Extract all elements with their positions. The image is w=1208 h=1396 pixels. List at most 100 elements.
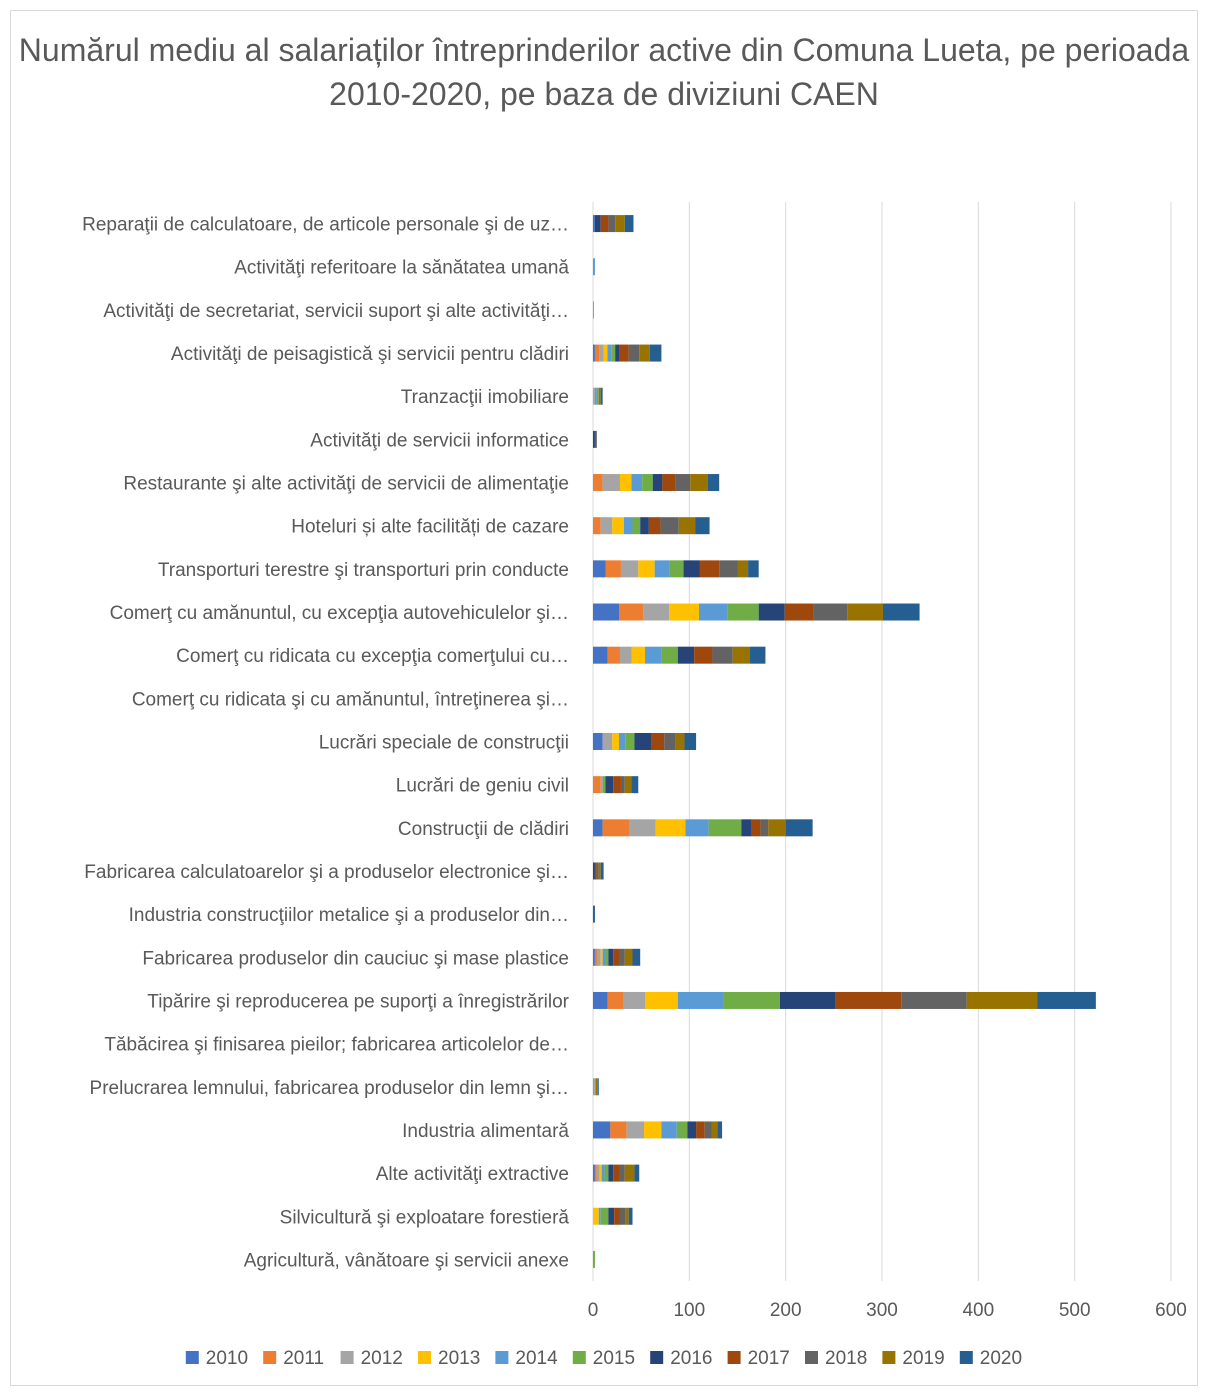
bar-segment-2010: [593, 819, 603, 837]
bar-segment-2013: [631, 646, 646, 664]
legend-item-2019: 2019: [882, 1348, 945, 1369]
bar-segment-2018: [760, 819, 769, 837]
bar-segment-2014: [619, 733, 626, 750]
legend-swatch: [263, 1351, 277, 1364]
bar-segment-2017: [648, 517, 661, 535]
category-label: Tranzacţii imobiliare: [401, 387, 569, 408]
bar-segment-2017: [696, 1121, 705, 1139]
category-label: Lucrări speciale de construcţii: [319, 733, 569, 754]
bar-segment-2020: [628, 1207, 633, 1225]
bar-segment-2014: [593, 258, 595, 276]
bar-segment-2017: [619, 344, 629, 362]
bar-segment-2011: [594, 344, 600, 362]
x-tick-label: 600: [1155, 1300, 1187, 1321]
bar-segment-2015: [708, 819, 742, 837]
bar-segment-2011: [594, 1164, 597, 1182]
bar-segment-2017: [662, 474, 676, 492]
legend-label: 2017: [748, 1348, 790, 1369]
bar-segment-2016: [687, 1121, 697, 1139]
bar-segment-2011: [619, 603, 644, 621]
bar-segment-2010: [593, 948, 595, 966]
bar-segment-2018: [594, 430, 597, 448]
bar-segment-2016: [677, 646, 695, 664]
bar-segment-2017: [600, 215, 609, 233]
category-label: Silvicultură şi exploatare forestieră: [280, 1207, 570, 1228]
bar-segment-2019: [625, 1207, 629, 1225]
bar-segment-2015: [611, 344, 616, 362]
bar-segment-2014: [602, 948, 606, 966]
x-tick-label: 400: [962, 1300, 994, 1321]
legend-item-2016: 2016: [650, 1348, 712, 1369]
bar-segment-2018: [664, 733, 676, 750]
bar-segment-2012: [600, 776, 603, 794]
bar-segment-2017: [613, 776, 621, 794]
bar-segment-2015: [625, 733, 635, 750]
bar-segment-2014: [661, 1121, 677, 1139]
bar-segment-2012: [619, 646, 632, 664]
bar-segment-2019: [737, 560, 749, 578]
bar-segment-2017: [613, 1164, 620, 1182]
bar-segment-2015: [600, 1207, 609, 1225]
category-label: Tăbăcirea şi finisarea pieilor; fabricar…: [104, 1035, 569, 1056]
bar-segment-2014: [645, 646, 662, 664]
bar-segment-2015: [676, 1121, 688, 1139]
category-label: Tipărire şi reproducerea pe suporţi a în…: [147, 991, 569, 1012]
bar-segment-2019: [678, 517, 696, 535]
bar-segment-2019: [615, 215, 625, 233]
bar-segment-2014: [607, 344, 612, 362]
bar-segment-2017: [651, 733, 665, 750]
bar-segment-2016: [779, 991, 836, 1009]
bar-segment-2016: [640, 517, 649, 535]
bar-segment-2016: [594, 215, 601, 233]
bar-segment-2013: [599, 1164, 602, 1182]
chart-frame: [10, 10, 1198, 1386]
bar-segment-2019: [966, 991, 1038, 1009]
bar-segment-2012: [593, 1078, 595, 1096]
legend-swatch: [727, 1351, 741, 1364]
bar-segment-2012: [629, 819, 656, 837]
bar-segment-2018: [719, 560, 738, 578]
legend-label: 2015: [593, 1348, 635, 1369]
bar-segment-2011: [593, 1078, 594, 1096]
bar-segment-2012: [602, 474, 620, 492]
bar-segment-2011: [594, 948, 598, 966]
category-label: Industria alimentară: [402, 1121, 569, 1142]
bar-segment-2012: [620, 560, 639, 578]
bar-segment-2015: [661, 646, 678, 664]
bar-segment-2020: [785, 819, 813, 837]
bar-segment-2010: [593, 344, 595, 362]
bar-segment-2019: [732, 646, 751, 664]
bar-segment-2016: [758, 603, 785, 621]
legend-item-2015: 2015: [572, 1348, 635, 1369]
legend-label: 2013: [438, 1348, 480, 1369]
legend-swatch: [340, 1351, 354, 1364]
bar-segment-2018: [619, 948, 625, 966]
category-label: Agricultură, vânătoare şi servicii anexe: [244, 1250, 569, 1271]
bar-segment-2020: [624, 215, 634, 233]
bar-segment-2011: [610, 1121, 627, 1139]
legend-label: 2018: [825, 1348, 867, 1369]
bar-segment-2019: [624, 776, 632, 794]
bar-segment-2020: [649, 344, 662, 362]
bar-segment-2020: [600, 387, 603, 405]
bar-segment-2019: [675, 733, 685, 750]
bar-segment-2020: [707, 474, 720, 492]
bar-segment-2014: [594, 387, 597, 405]
x-tick-label: 300: [866, 1300, 898, 1321]
bar-segment-2016: [683, 560, 700, 578]
bar-segment-2018: [813, 603, 848, 621]
bar-segment-2017: [694, 646, 713, 664]
bar-segment-2018: [901, 991, 967, 1009]
bar-segment-2019: [598, 387, 601, 405]
bar-segment-2010: [593, 1164, 595, 1182]
legend-label: 2011: [283, 1348, 324, 1369]
legend-swatch: [495, 1351, 509, 1364]
bar-segment-2015: [594, 1078, 596, 1096]
bar-segment-2020: [597, 1078, 599, 1096]
bar-segment-2017: [699, 560, 720, 578]
x-tick-labels: 0 100 200 300 400 500 600: [588, 1300, 1187, 1321]
bar-segment-2011: [607, 991, 624, 1009]
category-label: Comerţ cu ridicata şi cu amănuntul, într…: [132, 689, 569, 710]
bar-segment-2018: [628, 344, 640, 362]
bar-segment-2011: [593, 474, 603, 492]
